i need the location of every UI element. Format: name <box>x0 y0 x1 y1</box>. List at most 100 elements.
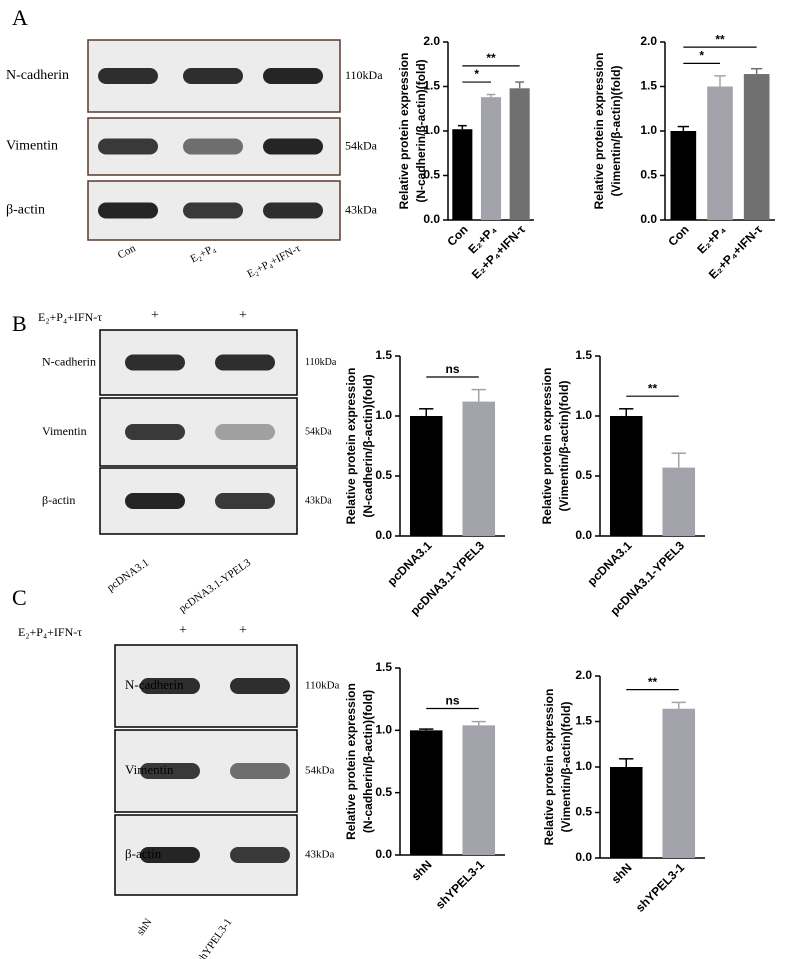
bar <box>509 88 530 220</box>
size-label: 54kDa <box>305 765 334 777</box>
size-label: 43kDa <box>305 849 334 861</box>
y-tick-label: 1.5 <box>375 660 392 674</box>
y-tick-label: 1.0 <box>375 723 392 737</box>
blot-band <box>215 424 275 440</box>
bar <box>452 129 473 220</box>
y-axis-label: (N-cadherin/β-actin)(fold) <box>414 59 428 202</box>
protein-label: β-actin <box>42 493 75 507</box>
x-tick-label: Con <box>665 222 691 248</box>
panel-label: B <box>12 311 27 336</box>
lane-label: shN <box>135 916 155 937</box>
blot-band <box>183 138 243 155</box>
protein-label: Vimentin <box>6 139 58 154</box>
bar <box>743 74 770 220</box>
y-axis-label: Relative protein expression <box>344 683 358 840</box>
y-tick-label: 0.5 <box>575 468 592 482</box>
y-tick-label: 1.0 <box>423 123 440 137</box>
y-axis-label: Relative protein expression <box>397 53 411 210</box>
y-tick-label: 0.0 <box>375 847 392 861</box>
y-axis-label: (N-cadherin/β-actin)(fold) <box>361 690 375 833</box>
protein-label: Vimentin <box>125 762 174 777</box>
y-tick-label: 1.0 <box>375 408 392 422</box>
significance-label: ns <box>445 694 459 708</box>
size-label: 110kDa <box>305 680 340 692</box>
x-tick-label: pcDNA3.1 <box>385 538 435 588</box>
bar <box>609 416 643 536</box>
y-tick-label: 0.0 <box>640 212 657 226</box>
y-tick-label: 0.0 <box>375 528 392 542</box>
blot-band <box>98 68 158 84</box>
treatment-label: E₂+P₄+IFN-τ <box>18 625 82 639</box>
blot-band <box>125 424 185 440</box>
y-tick-label: 1.5 <box>575 348 592 362</box>
treatment-label: E₂+P₄+IFN-τ <box>38 310 102 324</box>
lane-label: E₂+P₄+IFN-τ <box>245 242 303 280</box>
treatment-mark: + <box>239 623 247 638</box>
y-tick-label: 1.5 <box>575 714 592 728</box>
treatment-mark: + <box>179 623 187 638</box>
x-tick-label: shYPEL3-1 <box>433 857 487 911</box>
y-tick-label: 1.5 <box>375 348 392 362</box>
lane-label: pcDNA3.1 <box>105 557 151 594</box>
significance-label: ** <box>486 51 496 65</box>
panel-label: C <box>12 585 27 610</box>
lane-label: pcDNA3.1-YPEL3 <box>177 556 254 615</box>
y-axis-label: (N-cadherin/β-actin)(fold) <box>361 374 375 517</box>
y-axis-label: (Vimentin/β-actin)(fold) <box>557 380 571 511</box>
x-tick-label: E₂+P₄ <box>694 222 728 256</box>
y-tick-label: 0.5 <box>375 468 392 482</box>
significance-label: * <box>474 67 479 81</box>
bar <box>670 131 697 220</box>
protein-label: β-actin <box>125 846 162 861</box>
blot-band <box>230 847 290 863</box>
y-tick-label: 0.0 <box>423 212 440 226</box>
protein-label: β-actin <box>6 203 45 218</box>
panel-label: A <box>12 5 28 30</box>
y-tick-label: 0.0 <box>575 850 592 864</box>
x-tick-label: pcDNA3.1 <box>585 538 635 588</box>
blot-band <box>125 493 185 509</box>
y-tick-label: 1.5 <box>423 79 440 93</box>
y-tick-label: 0.5 <box>375 785 392 799</box>
size-label: 43kDa <box>305 495 332 506</box>
x-tick-label: shN <box>409 857 435 883</box>
lane-label: E₂+P₄ <box>188 242 217 265</box>
bar <box>662 467 696 536</box>
protein-label: N-cadherin <box>125 677 184 692</box>
y-tick-label: 2.0 <box>640 34 657 48</box>
size-label: 110kDa <box>345 68 383 82</box>
y-tick-label: 0.5 <box>423 168 440 182</box>
bar <box>480 97 502 220</box>
blot-band <box>263 68 323 84</box>
x-tick-label: shYPEL3-1 <box>633 860 687 914</box>
y-tick-label: 0.5 <box>640 168 657 182</box>
y-axis-label: Relative protein expression <box>540 368 554 525</box>
blot-band <box>230 678 290 694</box>
bar <box>609 767 643 858</box>
blot-band <box>215 354 275 371</box>
treatment-mark: + <box>239 308 247 323</box>
y-tick-label: 2.0 <box>575 668 592 682</box>
lane-label: Con <box>116 242 138 261</box>
y-tick-label: 1.0 <box>640 123 657 137</box>
blot-band <box>183 68 243 84</box>
y-tick-label: 1.0 <box>575 759 592 773</box>
blot-band <box>230 763 290 779</box>
size-label: 54kDa <box>305 426 332 437</box>
y-axis-label: (Vimentin/β-actin)(fold) <box>609 65 623 196</box>
y-axis-label: Relative protein expression <box>344 368 358 525</box>
size-label: 43kDa <box>345 202 378 216</box>
protein-label: Vimentin <box>42 424 87 438</box>
y-tick-label: 1.5 <box>640 79 657 93</box>
blot-band <box>183 202 243 219</box>
blot-band <box>125 354 185 371</box>
x-tick-label: shN <box>609 860 635 886</box>
significance-label: ** <box>648 675 658 689</box>
significance-label: ns <box>445 362 459 376</box>
treatment-mark: + <box>151 308 159 323</box>
protein-label: N-cadherin <box>6 68 69 83</box>
blot-band <box>98 202 158 219</box>
bar <box>662 708 696 858</box>
